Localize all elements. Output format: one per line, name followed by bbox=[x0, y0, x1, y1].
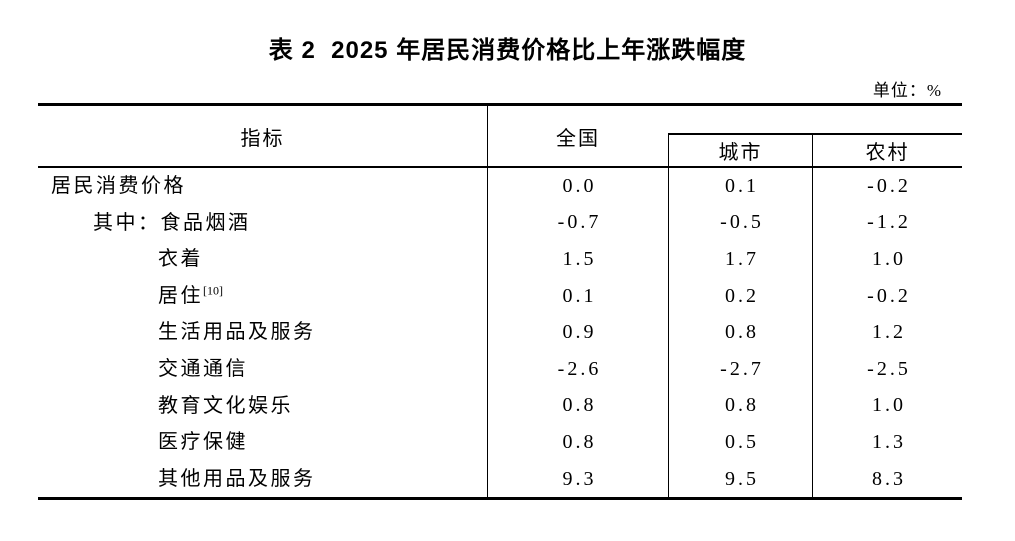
value-national: 9.3 bbox=[487, 460, 668, 498]
row-label-cell: 其中：食品烟酒 bbox=[38, 205, 487, 242]
row-label-cell: 衣着 bbox=[38, 241, 487, 278]
value-national: 0.8 bbox=[487, 424, 668, 461]
row-label: 居住 bbox=[158, 284, 203, 307]
value-urban: 0.5 bbox=[668, 424, 812, 461]
row-label-cell: 医疗保健 bbox=[38, 424, 487, 461]
row-label-cell: 居住[10] bbox=[38, 278, 487, 315]
row-label-cell: 交通通信 bbox=[38, 351, 487, 388]
value-urban: -2.7 bbox=[668, 350, 812, 388]
row-label: 其中：食品烟酒 bbox=[93, 211, 251, 234]
row-label: 生活用品及服务 bbox=[158, 321, 316, 344]
row-label-cell: 居民消费价格 bbox=[38, 168, 487, 205]
column-header-rural: 农村 bbox=[812, 135, 962, 166]
value-urban: 9.5 bbox=[668, 460, 812, 498]
value-national: 0.9 bbox=[487, 314, 668, 351]
column-header-national: 全国 bbox=[487, 106, 668, 166]
value-rural: 1.0 bbox=[812, 241, 962, 278]
row-label: 居民消费价格 bbox=[51, 175, 186, 197]
value-rural: 1.2 bbox=[812, 314, 962, 351]
table-header-row: 指标 全国 城市 农村 bbox=[38, 106, 962, 168]
table-body: 居民消费价格 0.0 0.1 -0.2 其中：食品烟酒 -0.7 -0.5 -1… bbox=[38, 168, 962, 498]
row-label-cell: 教育文化娱乐 bbox=[38, 388, 487, 425]
value-urban: 0.2 bbox=[668, 277, 812, 315]
column-header-urban: 城市 bbox=[668, 135, 812, 166]
value-urban: -0.5 bbox=[668, 204, 812, 242]
column-header-indicator: 指标 bbox=[240, 127, 285, 150]
table-row: 其中：食品烟酒 -0.7 -0.5 -1.2 bbox=[38, 204, 962, 242]
table-row: 居住[10] 0.1 0.2 -0.2 bbox=[38, 277, 962, 315]
table-row: 医疗保健 0.8 0.5 1.3 bbox=[38, 424, 962, 461]
row-label-cell: 生活用品及服务 bbox=[38, 314, 487, 351]
value-national: 0.0 bbox=[487, 168, 668, 205]
value-rural: -1.2 bbox=[812, 204, 962, 242]
row-label: 教育文化娱乐 bbox=[158, 394, 293, 417]
cpi-table: 指标 全国 城市 农村 居民消费价格 0.0 0.1 -0.2 其中：食品烟酒 … bbox=[38, 103, 962, 501]
value-rural: 1.3 bbox=[812, 424, 962, 461]
value-rural: -0.2 bbox=[812, 168, 962, 205]
table-row: 居民消费价格 0.0 0.1 -0.2 bbox=[38, 168, 962, 205]
row-label: 衣着 bbox=[158, 248, 203, 271]
value-national: -0.7 bbox=[487, 204, 668, 242]
value-rural: -0.2 bbox=[812, 277, 962, 315]
unit-label: 单位：% bbox=[872, 81, 942, 100]
table-row: 教育文化娱乐 0.8 0.8 1.0 bbox=[38, 387, 962, 425]
value-national: -2.6 bbox=[487, 350, 668, 388]
value-urban: 0.8 bbox=[668, 387, 812, 425]
table-row: 交通通信 -2.6 -2.7 -2.5 bbox=[38, 350, 962, 388]
row-label: 其他用品及服务 bbox=[158, 467, 316, 490]
table-row: 其他用品及服务 9.3 9.5 8.3 bbox=[38, 460, 962, 498]
row-label-cell: 其他用品及服务 bbox=[38, 461, 487, 498]
value-national: 0.8 bbox=[487, 387, 668, 425]
value-national: 1.5 bbox=[487, 241, 668, 278]
value-urban: 0.1 bbox=[668, 168, 812, 205]
value-rural: 8.3 bbox=[812, 460, 962, 498]
value-urban: 1.7 bbox=[668, 241, 812, 278]
subheader-group: 城市 农村 bbox=[668, 133, 962, 166]
table-row: 衣着 1.5 1.7 1.0 bbox=[38, 241, 962, 278]
value-rural: 1.0 bbox=[812, 387, 962, 425]
value-national: 0.1 bbox=[487, 277, 668, 315]
row-label: 医疗保健 bbox=[158, 431, 248, 454]
row-label: 交通通信 bbox=[158, 357, 248, 380]
table-row: 生活用品及服务 0.9 0.8 1.2 bbox=[38, 314, 962, 351]
value-urban: 0.8 bbox=[668, 314, 812, 351]
value-rural: -2.5 bbox=[812, 350, 962, 388]
table-title: 表 2 2025 年居民消费价格比上年涨跌幅度 bbox=[268, 37, 747, 64]
footnote-marker: [10] bbox=[203, 283, 223, 298]
